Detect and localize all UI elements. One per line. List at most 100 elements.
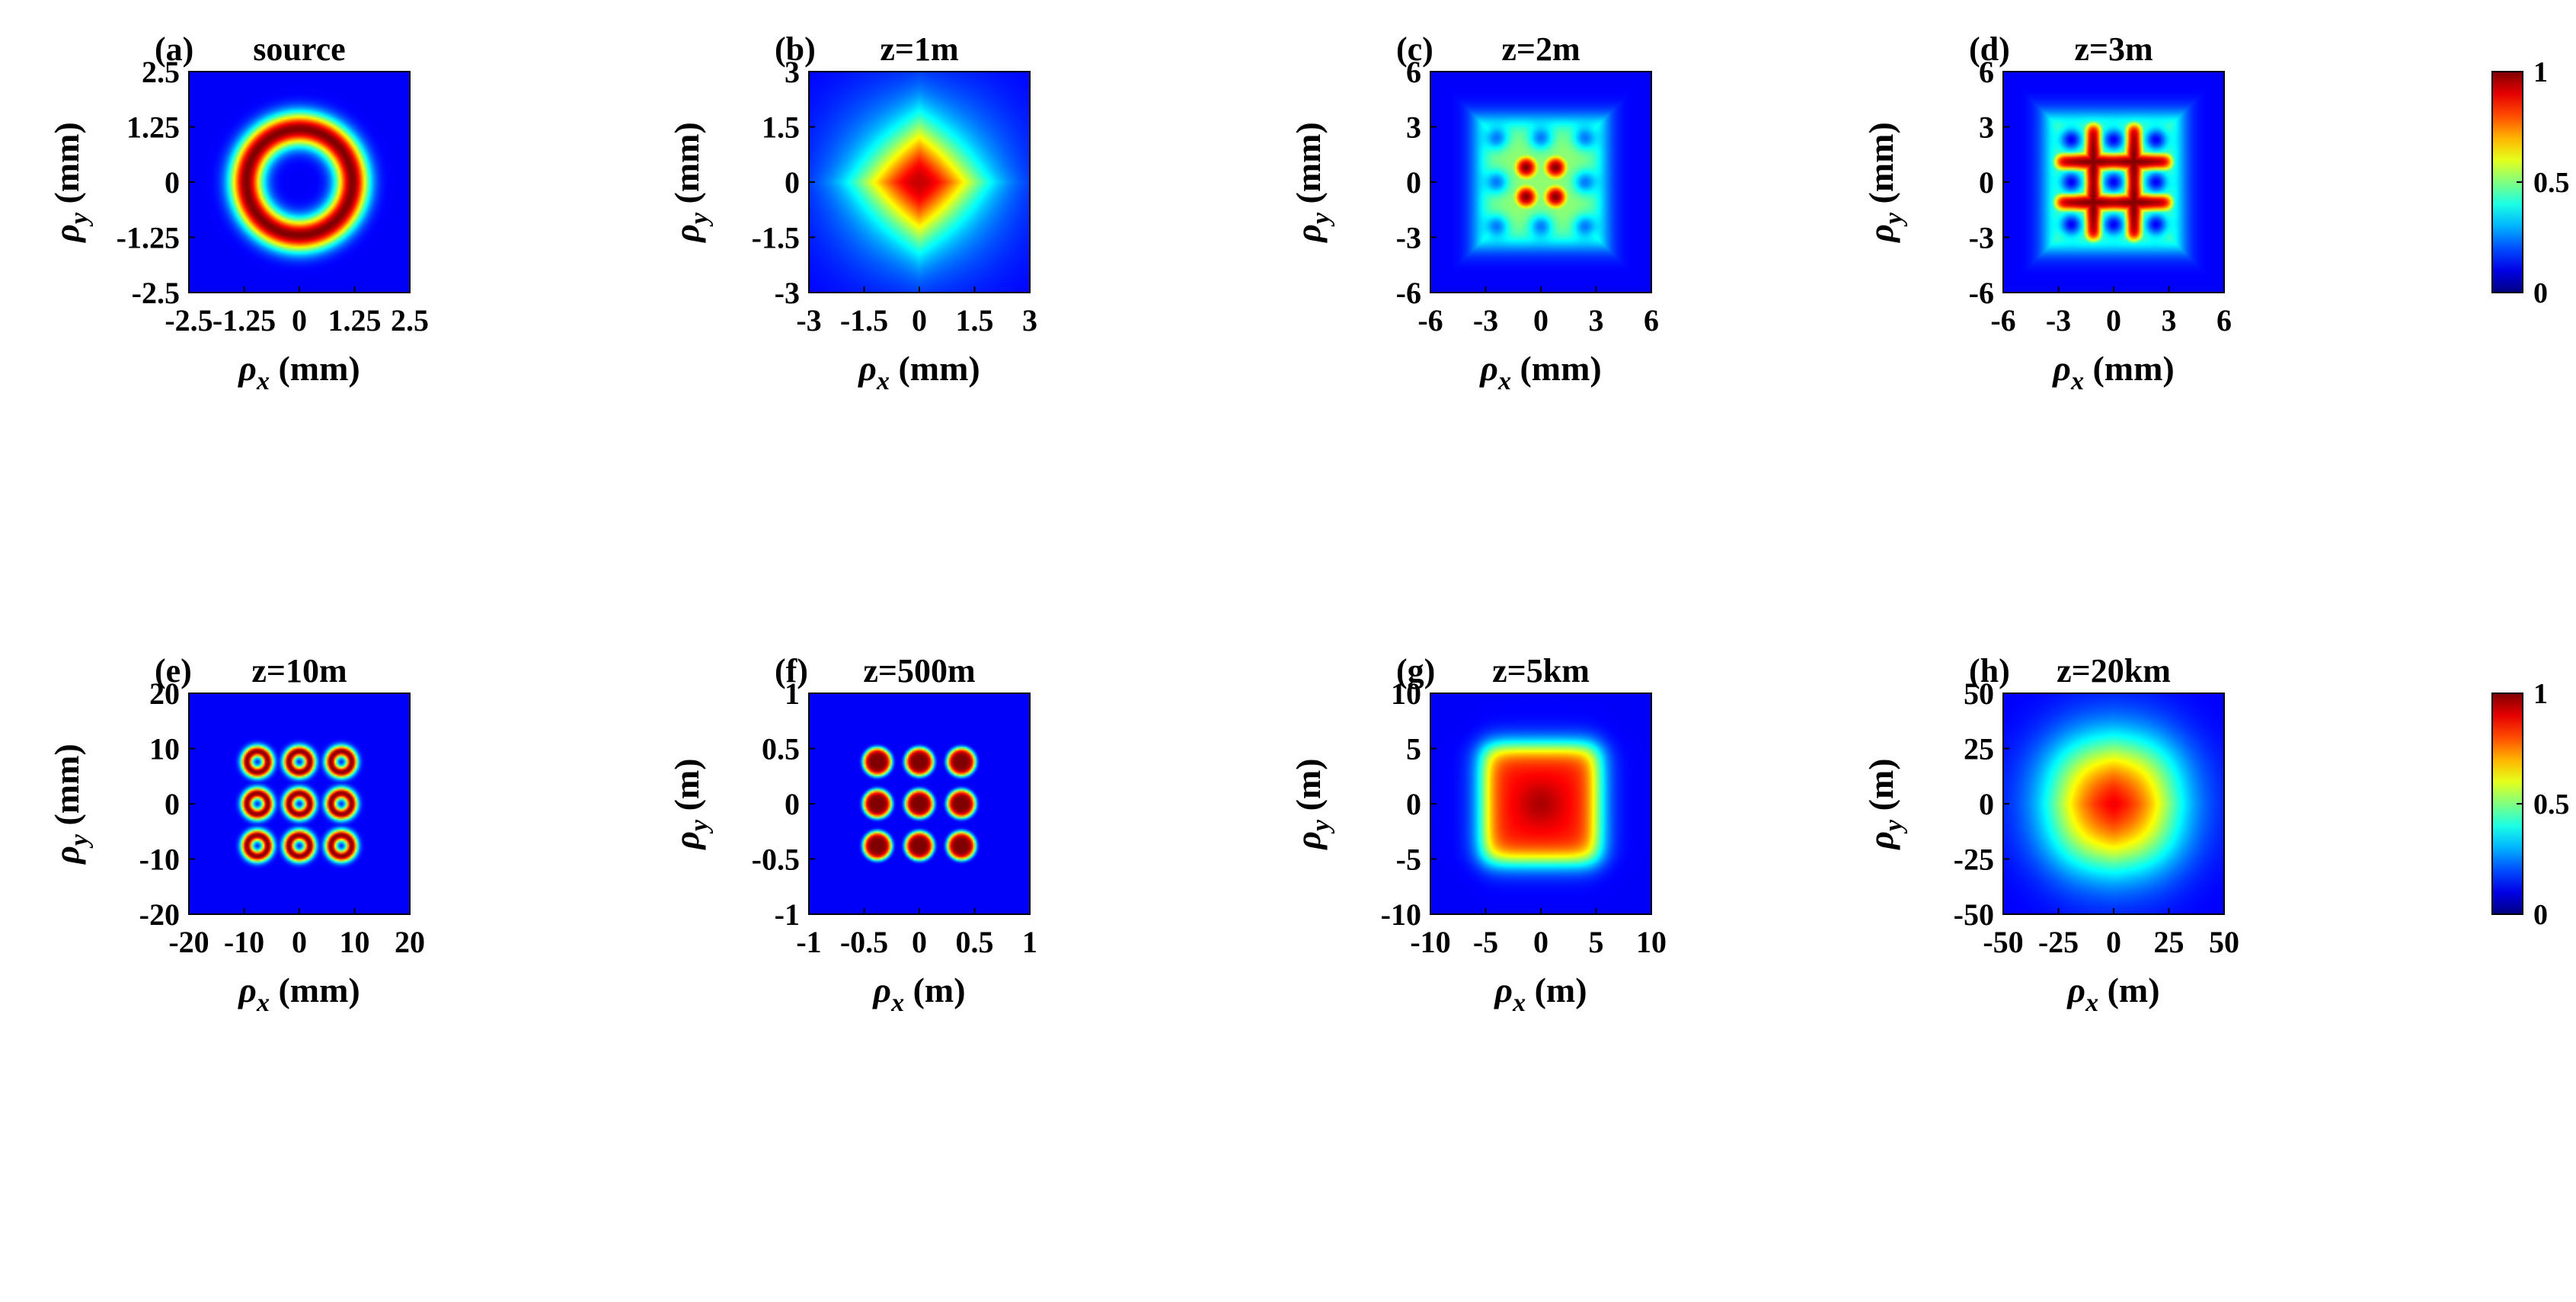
panel-title: z=500m bbox=[863, 652, 975, 689]
panel-letter: (c) bbox=[1396, 30, 1433, 68]
x-axis-label: ρx (mm) bbox=[2051, 349, 2174, 395]
x-tick-label: -1.5 bbox=[840, 303, 888, 337]
x-tick-label: 25 bbox=[2154, 925, 2184, 959]
y-tick-label: 1.5 bbox=[762, 110, 800, 145]
panel-title: z=10m bbox=[251, 652, 347, 689]
x-tick-label: -50 bbox=[1983, 925, 2023, 959]
panel-letter: (b) bbox=[775, 30, 816, 68]
y-tick-label: 0 bbox=[165, 165, 180, 200]
x-tick-label: -1 bbox=[796, 925, 821, 959]
y-axis-label: ρy (mm) bbox=[47, 744, 94, 865]
panel-letter: (a) bbox=[155, 30, 193, 68]
y-tick-label: 0 bbox=[165, 787, 180, 821]
y-tick-label: 0 bbox=[1406, 165, 1421, 200]
y-tick-label: -3 bbox=[1969, 221, 1994, 255]
panel-letter: (h) bbox=[1969, 652, 2010, 689]
panel-title: z=1m bbox=[880, 30, 958, 68]
x-tick-label: 3 bbox=[1589, 303, 1604, 337]
y-tick-label: -0.5 bbox=[752, 843, 800, 877]
y-tick-label: 0 bbox=[1979, 165, 1994, 200]
heatmap-image bbox=[189, 693, 410, 914]
colorbar-tick-label: 1 bbox=[2533, 56, 2548, 88]
y-tick-label: 2.5 bbox=[142, 55, 180, 89]
panel-letter: (g) bbox=[1396, 652, 1435, 689]
x-tick-label: 1 bbox=[1022, 925, 1037, 959]
y-tick-label: 10 bbox=[1391, 677, 1421, 711]
colorbar-tick-label: 0 bbox=[2533, 277, 2548, 309]
y-tick-label: 1.25 bbox=[126, 110, 180, 145]
x-tick-label: -3 bbox=[796, 303, 821, 337]
colorbar-tick-label: 0.5 bbox=[2533, 167, 2570, 199]
x-tick-label: -20 bbox=[168, 925, 209, 959]
x-tick-label: 0 bbox=[912, 925, 927, 959]
y-tick-label: 50 bbox=[1964, 677, 1994, 711]
x-tick-label: 5 bbox=[1589, 925, 1604, 959]
y-tick-label: -50 bbox=[1954, 897, 1994, 932]
x-tick-label: 0.5 bbox=[956, 925, 994, 959]
y-axis-label: ρy (m) bbox=[667, 758, 714, 850]
x-tick-label: 2.5 bbox=[391, 303, 429, 337]
y-tick-label: -5 bbox=[1396, 843, 1421, 877]
y-tick-label: 20 bbox=[149, 677, 180, 711]
y-axis-label: ρy (mm) bbox=[667, 122, 714, 244]
x-axis-label: ρx (m) bbox=[871, 971, 965, 1017]
y-tick-label: -3 bbox=[775, 276, 800, 310]
y-axis-label: ρy (mm) bbox=[1862, 122, 1908, 244]
panel-4: (d) z=3m -6 -3 0 3 6 6 3 0 -3 -6 ρx (mm) ρy (mm) bbox=[1862, 30, 2232, 395]
panel-title: source bbox=[253, 30, 345, 68]
x-tick-label: 10 bbox=[1636, 925, 1667, 959]
y-tick-label: -3 bbox=[1396, 221, 1421, 255]
heatmap-image bbox=[2003, 693, 2224, 914]
x-tick-label: 0 bbox=[912, 303, 927, 337]
x-tick-label: -3 bbox=[2046, 303, 2071, 337]
x-tick-label: 6 bbox=[2216, 303, 2232, 337]
y-tick-label: -1.5 bbox=[752, 221, 800, 255]
x-tick-label: 0 bbox=[292, 303, 307, 337]
x-axis-label: ρx (mm) bbox=[237, 971, 360, 1017]
x-tick-label: 0 bbox=[292, 925, 307, 959]
y-tick-label: -10 bbox=[1381, 897, 1421, 932]
x-tick-label: 20 bbox=[395, 925, 425, 959]
y-tick-label: -6 bbox=[1969, 276, 1994, 310]
colorbar-1: 10.50 bbox=[2491, 56, 2570, 309]
x-tick-label: -2.5 bbox=[165, 303, 213, 337]
panel-1: (a) source-2.5 -1.25 0 1.25 2.52.51.250-1.25-… bbox=[47, 30, 429, 395]
heatmap-image bbox=[809, 72, 1030, 293]
y-tick-label: -25 bbox=[1954, 843, 1994, 877]
y-axis-label: ρy (mm) bbox=[47, 122, 94, 244]
panel-title: z=5km bbox=[1492, 652, 1590, 689]
y-tick-label: -6 bbox=[1396, 276, 1421, 310]
y-tick-label: 1 bbox=[785, 677, 800, 711]
colorbar-tick-label: 0.5 bbox=[2533, 789, 2570, 821]
x-axis-label: ρx (mm) bbox=[237, 349, 360, 395]
x-tick-label: -5 bbox=[1473, 925, 1498, 959]
x-axis-label: ρx (mm) bbox=[1478, 349, 1601, 395]
panel-title: z=2m bbox=[1501, 30, 1580, 68]
x-axis-label: ρx (m) bbox=[2066, 971, 2159, 1017]
y-tick-label: 0.5 bbox=[762, 732, 800, 766]
x-tick-label: -0.5 bbox=[840, 925, 888, 959]
panel-5: (e) z=10m -20 -10 0 10 20 20 10 0 -10 -20 ρx (mm) ρy … bbox=[47, 652, 425, 1017]
panel-8: (h) z=20km -50 -25 0 25 50 50 25 0 -25 -50 ρx (m) ρy … bbox=[1862, 652, 2239, 1017]
y-tick-label: 6 bbox=[1406, 55, 1421, 89]
panel-letter: (d) bbox=[1969, 30, 2010, 68]
x-tick-label: -3 bbox=[1473, 303, 1498, 337]
panel-2: (b) z=1m -3 -1.5 0 1.5 3 3 1.5 0 -1.5 -3 ρx (mm) ρy (… bbox=[667, 30, 1037, 395]
x-tick-label: -6 bbox=[1417, 303, 1443, 337]
x-tick-label: -10 bbox=[224, 925, 264, 959]
y-tick-label: -1.25 bbox=[117, 221, 180, 255]
heatmap-image bbox=[809, 693, 1030, 914]
x-tick-label: 6 bbox=[1644, 303, 1659, 337]
x-tick-label: 0 bbox=[2106, 925, 2121, 959]
y-axis-label: ρy (m) bbox=[1862, 758, 1908, 850]
x-axis-label: ρx (m) bbox=[1493, 971, 1587, 1017]
panel-3: (c) z=2m -6 -3 0 3 6 6 3 0 -3 -6 ρx (mm) ρy (mm) bbox=[1289, 30, 1659, 395]
heatmap-image bbox=[1430, 72, 1651, 293]
colorbar-2: 10.50 bbox=[2491, 678, 2570, 931]
x-tick-label: 3 bbox=[1022, 303, 1037, 337]
panel-title: z=20km bbox=[2057, 652, 2171, 689]
y-tick-label: -1 bbox=[775, 897, 800, 932]
x-tick-label: 0 bbox=[1533, 925, 1548, 959]
